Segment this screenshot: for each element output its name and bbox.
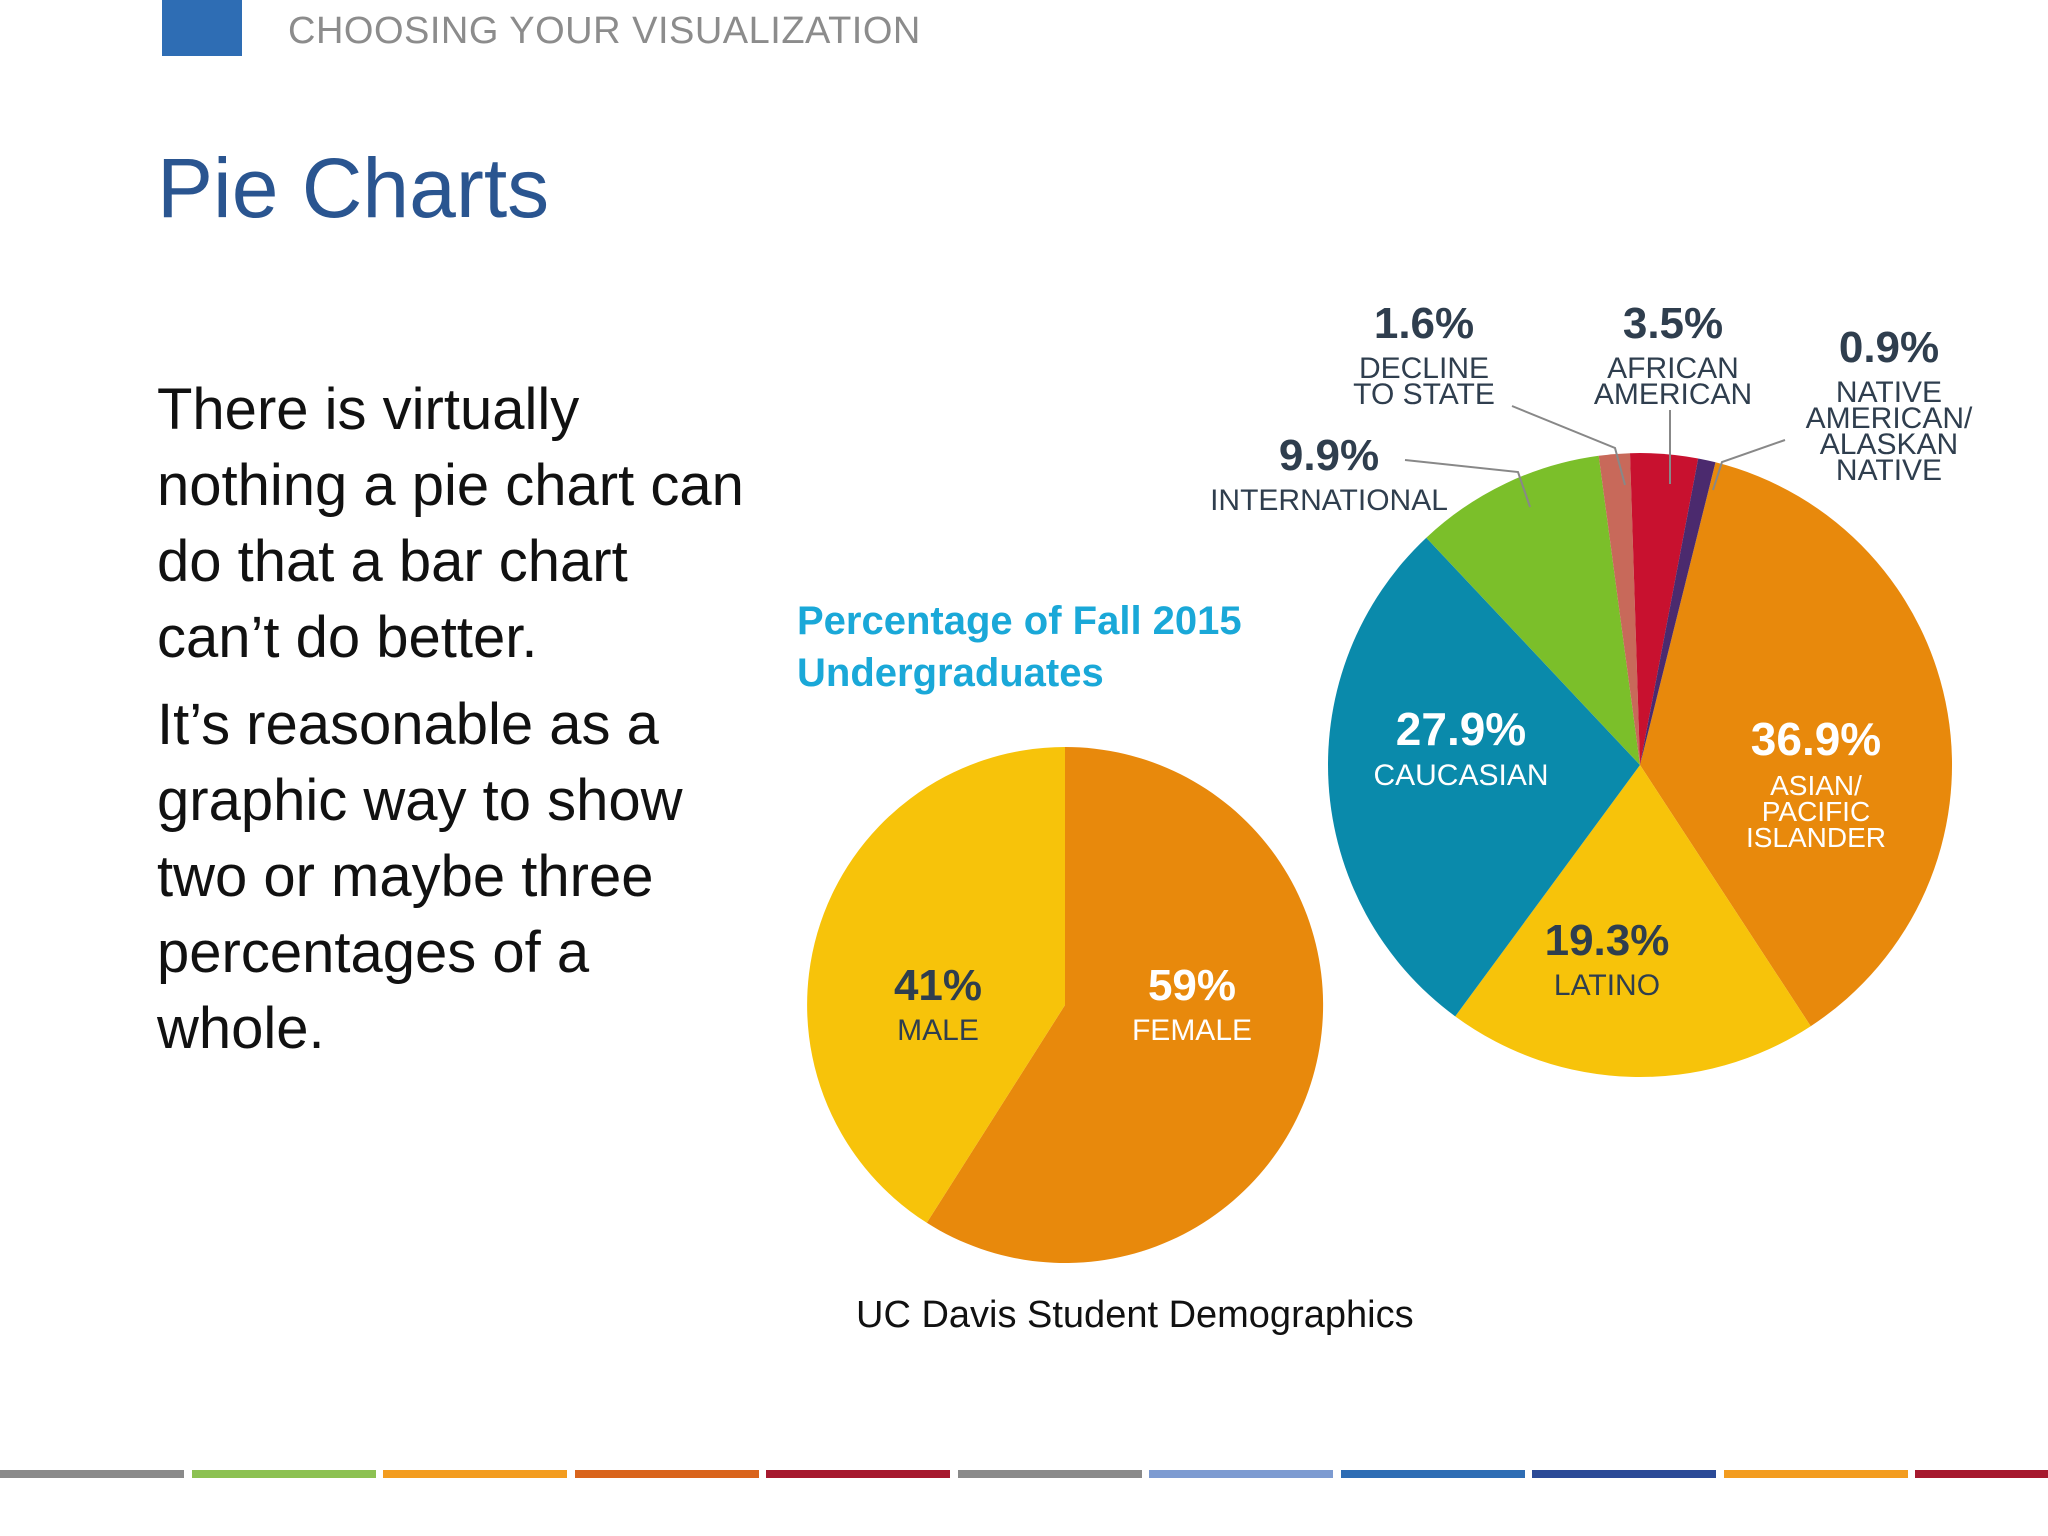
- section-label: CHOOSING YOUR VISUALIZATION: [288, 10, 921, 52]
- footer-stripe: [0, 1470, 184, 1478]
- gender-slice-female: [926, 747, 1324, 1263]
- footer-stripe: [383, 1470, 567, 1478]
- leader-line: [1511, 405, 1626, 486]
- footer-stripe: [1532, 1470, 1716, 1478]
- ethnicity-slice-african-american: [1630, 453, 1699, 765]
- label-asian-pacific-islander-label-line: ASIAN/: [1770, 770, 1862, 801]
- body-paragraph-2: It’s reasonable as a graphic way to show…: [157, 692, 683, 1061]
- label-african-american-label-line: AMERICAN: [1594, 378, 1752, 411]
- label-caucasian-label-line: CAUCASIAN: [1373, 759, 1548, 792]
- label-caucasian: 27.9% CAUCASIAN: [1373, 703, 1548, 792]
- label-asian-pacific-islander-label-line: PACIFIC: [1762, 796, 1870, 827]
- label-asian-pacific-islander-value: 36.9%: [1751, 713, 1881, 765]
- ethnicity-slice-decline-to-state: [1598, 453, 1640, 765]
- footer-stripe: [574, 1470, 759, 1478]
- label-native-american-label-line: NATIVE: [1836, 376, 1942, 409]
- leader-line: [1404, 459, 1531, 508]
- label-decline-to-state-label-line: DECLINE: [1359, 352, 1489, 385]
- ethnicity-slice-international: [1426, 455, 1640, 765]
- label-female-value: 59%: [1148, 961, 1236, 1010]
- label-male-label-line: MALE: [897, 1014, 979, 1047]
- ethnicity-slice-caucasian: [1328, 537, 1640, 1017]
- leader-line: [1712, 439, 1786, 491]
- label-native-american-label-line: AMERICAN/: [1806, 402, 1973, 435]
- label-native-american-label-line: NATIVE: [1836, 454, 1942, 487]
- label-male: 41% MALE: [894, 961, 982, 1047]
- footer-stripe: [957, 1470, 1142, 1478]
- footer-stripe: [191, 1470, 376, 1478]
- label-african-american-label-line: AFRICAN: [1607, 352, 1739, 385]
- label-male-value: 41%: [894, 961, 982, 1010]
- label-african-american-value: 3.5%: [1623, 299, 1723, 348]
- footer-stripe: [1340, 1470, 1525, 1478]
- chart-title: Percentage of Fall 2015 Undergraduates: [797, 599, 1242, 695]
- gender-slice-male: [807, 747, 1065, 1223]
- label-latino: 19.3% LATINO: [1545, 916, 1670, 1002]
- label-decline-to-state-label-line: TO STATE: [1353, 378, 1495, 411]
- label-international-label-line: INTERNATIONAL: [1210, 484, 1448, 517]
- chart-title-line-1: Percentage of Fall 2015: [797, 599, 1242, 643]
- label-native-american-label-line: ALASKAN: [1820, 428, 1958, 461]
- label-latino-value: 19.3%: [1545, 916, 1670, 965]
- figure-caption: UC Davis Student Demographics: [856, 1294, 1414, 1336]
- footer-stripe: [1723, 1470, 1908, 1478]
- ethnicity-slice-native-american-alaskan-native: [1640, 458, 1716, 765]
- label-international: 9.9% INTERNATIONAL: [1210, 431, 1448, 517]
- label-caucasian-value: 27.9%: [1396, 703, 1526, 755]
- body-paragraph-1: There is virtually nothing a pie chart c…: [157, 377, 744, 670]
- label-international-value: 9.9%: [1279, 431, 1379, 480]
- label-native-american-value: 0.9%: [1839, 323, 1939, 372]
- chart-title-line-2: Undergraduates: [797, 651, 1104, 695]
- ethnicity-slice-asian-pacific-islander: [1640, 462, 1953, 1027]
- label-female-label-line: FEMALE: [1132, 1014, 1252, 1047]
- label-asian-pacific-islander-label-line: ISLANDER: [1746, 822, 1886, 853]
- footer-stripe: [766, 1470, 950, 1478]
- header-accent-square: [162, 0, 242, 56]
- label-latino-label-line: LATINO: [1554, 969, 1660, 1002]
- label-decline-to-state-value: 1.6%: [1374, 299, 1474, 348]
- footer-stripe: [1915, 1470, 2048, 1478]
- footer-stripe: [1149, 1470, 1333, 1478]
- ethnicity-slice-latino: [1455, 765, 1811, 1078]
- label-female: 59% FEMALE: [1132, 961, 1252, 1047]
- slide-title: Pie Charts: [157, 141, 550, 235]
